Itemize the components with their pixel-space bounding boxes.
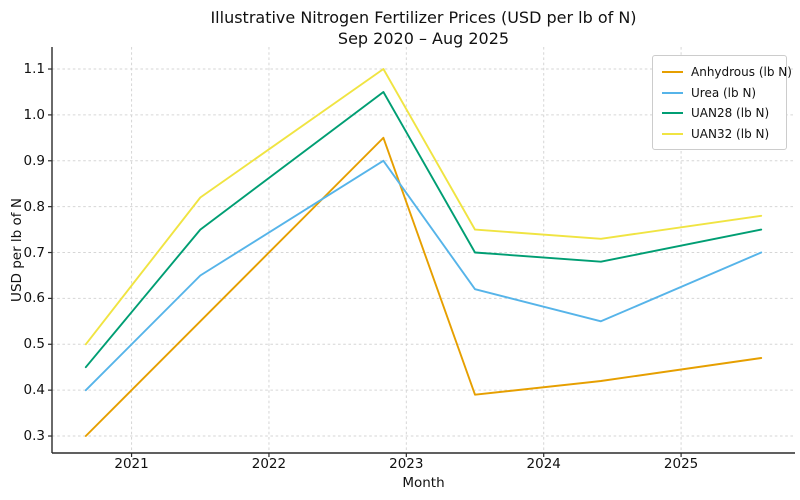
x-tick-label: 2024	[526, 456, 561, 472]
y-tick-label: 0.7	[23, 244, 45, 261]
y-tick-label: 0.4	[23, 382, 45, 399]
legend-label-uan32: UAN32 (lb N)	[691, 126, 770, 141]
legend-item-uan32: UAN32 (lb N)	[662, 124, 778, 145]
legend-item-uan28: UAN28 (lb N)	[662, 103, 778, 124]
legend-label-anhydrous: Anhydrous (lb N)	[691, 65, 792, 80]
legend-line-swatch-uan32	[662, 132, 683, 135]
x-tick-label: 2022	[251, 456, 287, 472]
x-axis-label: Month	[402, 475, 445, 491]
chart-title: Illustrative Nitrogen Fertilizer Prices …	[52, 7, 795, 49]
y-tick-label: 0.3	[23, 428, 45, 445]
y-tick-label: 1.0	[23, 106, 45, 123]
legend: Anhydrous (lb N) Urea (lb N) UAN28 (lb N) U…	[652, 55, 792, 150]
chart-title-line2: Sep 2020 – Aug 2025	[337, 29, 510, 48]
y-tick-label: 0.5	[23, 336, 45, 353]
y-tick-label: 0.6	[23, 290, 45, 307]
legend-line-swatch-uan28	[662, 112, 683, 115]
legend-item-urea: Urea (lb N)	[662, 83, 778, 104]
x-tick-label: 2023	[389, 456, 424, 472]
legend-line-swatch-anhydrous	[662, 71, 683, 74]
series-line-urea	[84, 159, 763, 392]
x-tick-label: 2021	[114, 456, 149, 472]
legend-label-uan28: UAN28 (lb N)	[691, 106, 770, 121]
series-line-anhydrous	[84, 136, 763, 437]
legend-line-swatch-urea	[662, 91, 683, 94]
legend-label-urea: Urea (lb N)	[691, 85, 757, 100]
y-tick-label: 0.9	[23, 152, 45, 169]
x-tick-label: 2025	[663, 456, 699, 472]
series-line-uan28	[84, 91, 763, 369]
series-line-uan32	[84, 68, 763, 346]
legend-item-anhydrous: Anhydrous (lb N)	[662, 62, 792, 83]
y-tick-label: 1.1	[23, 61, 45, 78]
chart-title-line1: Illustrative Nitrogen Fertilizer Prices …	[210, 8, 637, 27]
y-tick-label: 0.8	[23, 198, 45, 215]
